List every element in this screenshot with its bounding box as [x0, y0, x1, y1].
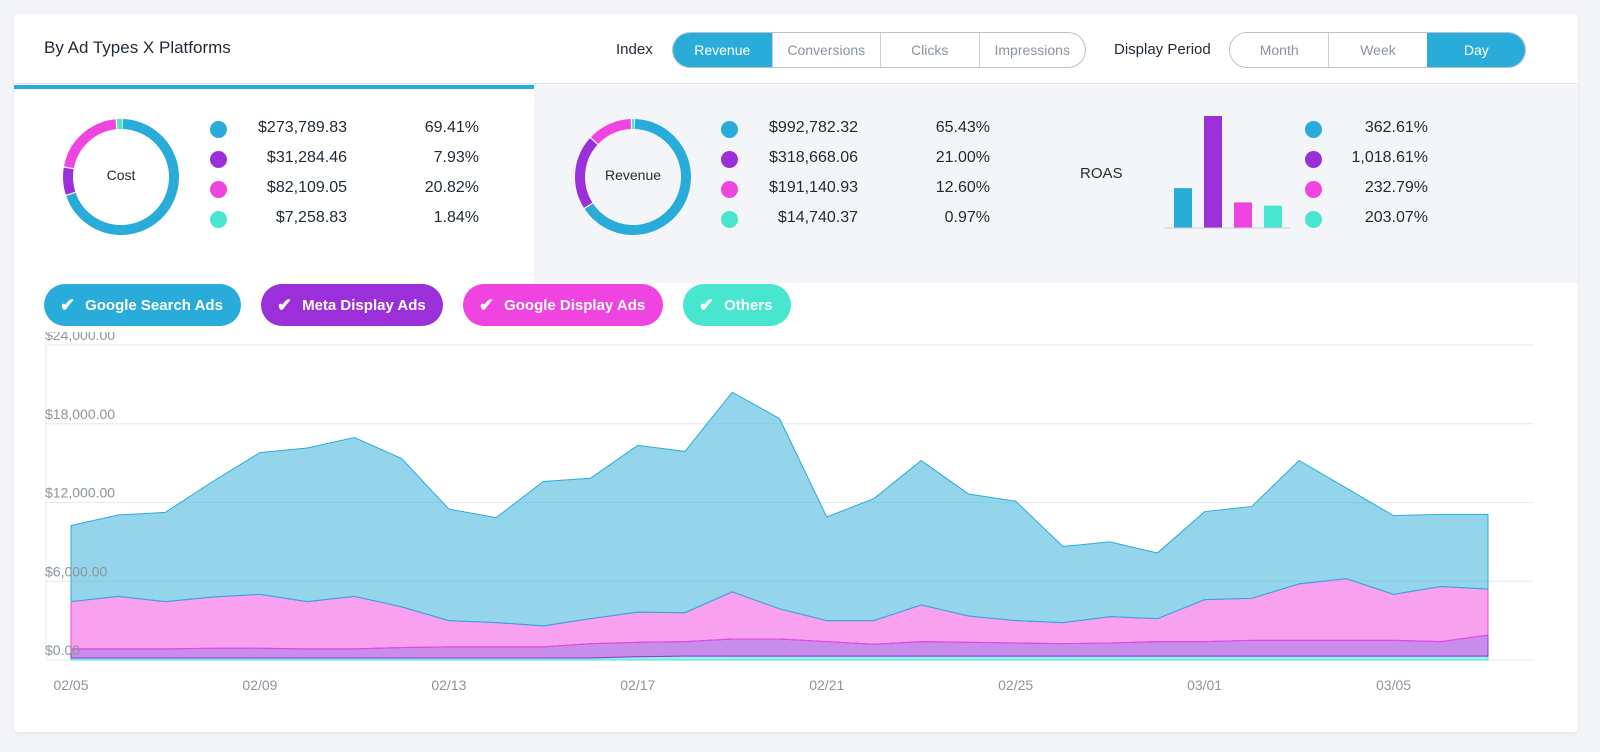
revenue-donut-slice-1 [575, 119, 691, 235]
filter-label: Meta Display Ads [302, 296, 426, 314]
legend-value: $191,140.93 [769, 179, 858, 196]
cost-donut-chart [62, 119, 179, 235]
legend-percent: 12.60% [935, 179, 990, 196]
legend-dot [1305, 151, 1322, 168]
legend-value: $7,258.83 [275, 209, 347, 226]
active-panel-indicator [14, 85, 534, 89]
revenue-area-chart: $24,000.00 $18,000.00 $12,000.00 $6,000.00 $… [45, 332, 1534, 693]
x-tick-label: 02/13 [431, 677, 466, 693]
legend-percent: 7.93% [433, 149, 479, 166]
check-icon: ✔ [699, 294, 715, 315]
dashboard-card: By Ad Types X Platforms Index Revenue Co… [14, 14, 1578, 732]
index-option-clicks[interactable]: Clicks [879, 33, 979, 67]
cost-donut-label: Cost [106, 167, 136, 183]
legend-percent: 21.00% [935, 149, 990, 166]
revenue-donut-chart [575, 119, 691, 235]
period-option-week[interactable]: Week [1328, 33, 1426, 67]
legend-dot [721, 151, 738, 168]
display-period-label: Display Period [1114, 41, 1211, 58]
period-segmented-control: Month Week Day [1229, 32, 1526, 68]
filter-label: Google Display Ads [504, 296, 646, 314]
y-tick-label: $12,000.00 [45, 485, 115, 501]
legend-value: 1,018.61% [1351, 149, 1428, 166]
index-option-impressions[interactable]: Impressions [978, 33, 1085, 67]
legend-percent: 65.43% [935, 119, 990, 136]
check-icon: ✔ [479, 294, 495, 315]
cost-panel[interactable]: Cost $273,789.83 69.41% $31,284.46 7.93% $82… [14, 85, 534, 283]
roas-bar-2 [1234, 202, 1252, 228]
x-tick-label: 02/25 [998, 677, 1033, 693]
x-tick-label: 03/01 [1187, 677, 1222, 693]
legend-value: $14,740.37 [777, 209, 858, 226]
legend-dot [721, 181, 738, 198]
filter-google-search-ads[interactable]: ✔ Google Search Ads [44, 284, 241, 326]
legend-percent: 69.41% [424, 119, 479, 136]
legend-value: $992,782.32 [769, 119, 858, 136]
legend-dot [1305, 181, 1322, 198]
roas-bar-0 [1174, 188, 1192, 228]
x-tick-label: 02/05 [53, 677, 88, 693]
y-tick-label: $18,000.00 [45, 406, 115, 422]
area-series-google-search-ads [70, 391, 1489, 627]
legend-value: $273,789.83 [258, 119, 347, 136]
index-label: Index [616, 41, 653, 58]
cost-donut-slice-1 [62, 119, 179, 235]
period-option-month[interactable]: Month [1259, 42, 1299, 58]
y-tick-label: $0.00 [45, 642, 80, 658]
x-tick-label: 03/05 [1376, 677, 1411, 693]
roas-bar-3 [1264, 205, 1282, 228]
filter-label: Google Search Ads [85, 296, 223, 314]
legend-value: $318,668.06 [769, 149, 858, 166]
y-tick-label: $6,000.00 [45, 563, 107, 579]
legend-percent: 20.82% [424, 179, 479, 196]
legend-dot [721, 121, 738, 138]
filter-others[interactable]: ✔ Others [683, 284, 791, 326]
page-title: By Ad Types X Platforms [44, 38, 231, 57]
roas-bar-chart [1164, 116, 1290, 229]
period-option-day[interactable]: Day [1426, 33, 1525, 67]
index-segmented-control: Revenue Conversions Clicks Impressions [672, 32, 1086, 68]
filter-label: Others [724, 296, 773, 314]
legend-dot [210, 121, 227, 138]
legend-dot [210, 211, 227, 228]
legend-dot [210, 151, 227, 168]
revenue-donut-label: Revenue [604, 167, 662, 183]
revenue-roas-panel: Revenue $992,782.32 65.43% $318,668.06 21.0… [534, 85, 1578, 283]
legend-value: 362.61% [1364, 119, 1428, 136]
y-tick-label: $24,000.00 [45, 332, 115, 343]
check-icon: ✔ [60, 294, 76, 315]
legend-dot [721, 211, 738, 228]
x-tick-label: 02/09 [242, 677, 277, 693]
index-option-conversions[interactable]: Conversions [771, 33, 880, 67]
roas-label: ROAS [1080, 165, 1123, 182]
check-icon: ✔ [277, 294, 293, 315]
legend-value: 203.07% [1364, 209, 1428, 226]
legend-percent: 1.84% [433, 209, 479, 226]
roas-bar-1 [1204, 116, 1222, 228]
header: By Ad Types X Platforms Index Revenue Co… [14, 14, 1578, 84]
legend-percent: 0.97% [944, 209, 990, 226]
legend-dot [1305, 121, 1322, 138]
index-option-revenue[interactable]: Revenue [673, 33, 772, 67]
legend-value: $82,109.05 [266, 179, 347, 196]
filter-google-display-ads[interactable]: ✔ Google Display Ads [463, 284, 663, 326]
legend-dot [1305, 211, 1322, 228]
legend-value: 232.79% [1364, 179, 1428, 196]
summary-section: Cost $273,789.83 69.41% $31,284.46 7.93% $82… [14, 85, 1578, 283]
x-tick-label: 02/21 [809, 677, 844, 693]
x-tick-label: 02/17 [620, 677, 655, 693]
filter-meta-display-ads[interactable]: ✔ Meta Display Ads [261, 284, 443, 326]
legend-value: $31,284.46 [266, 149, 347, 166]
legend-dot [210, 181, 227, 198]
